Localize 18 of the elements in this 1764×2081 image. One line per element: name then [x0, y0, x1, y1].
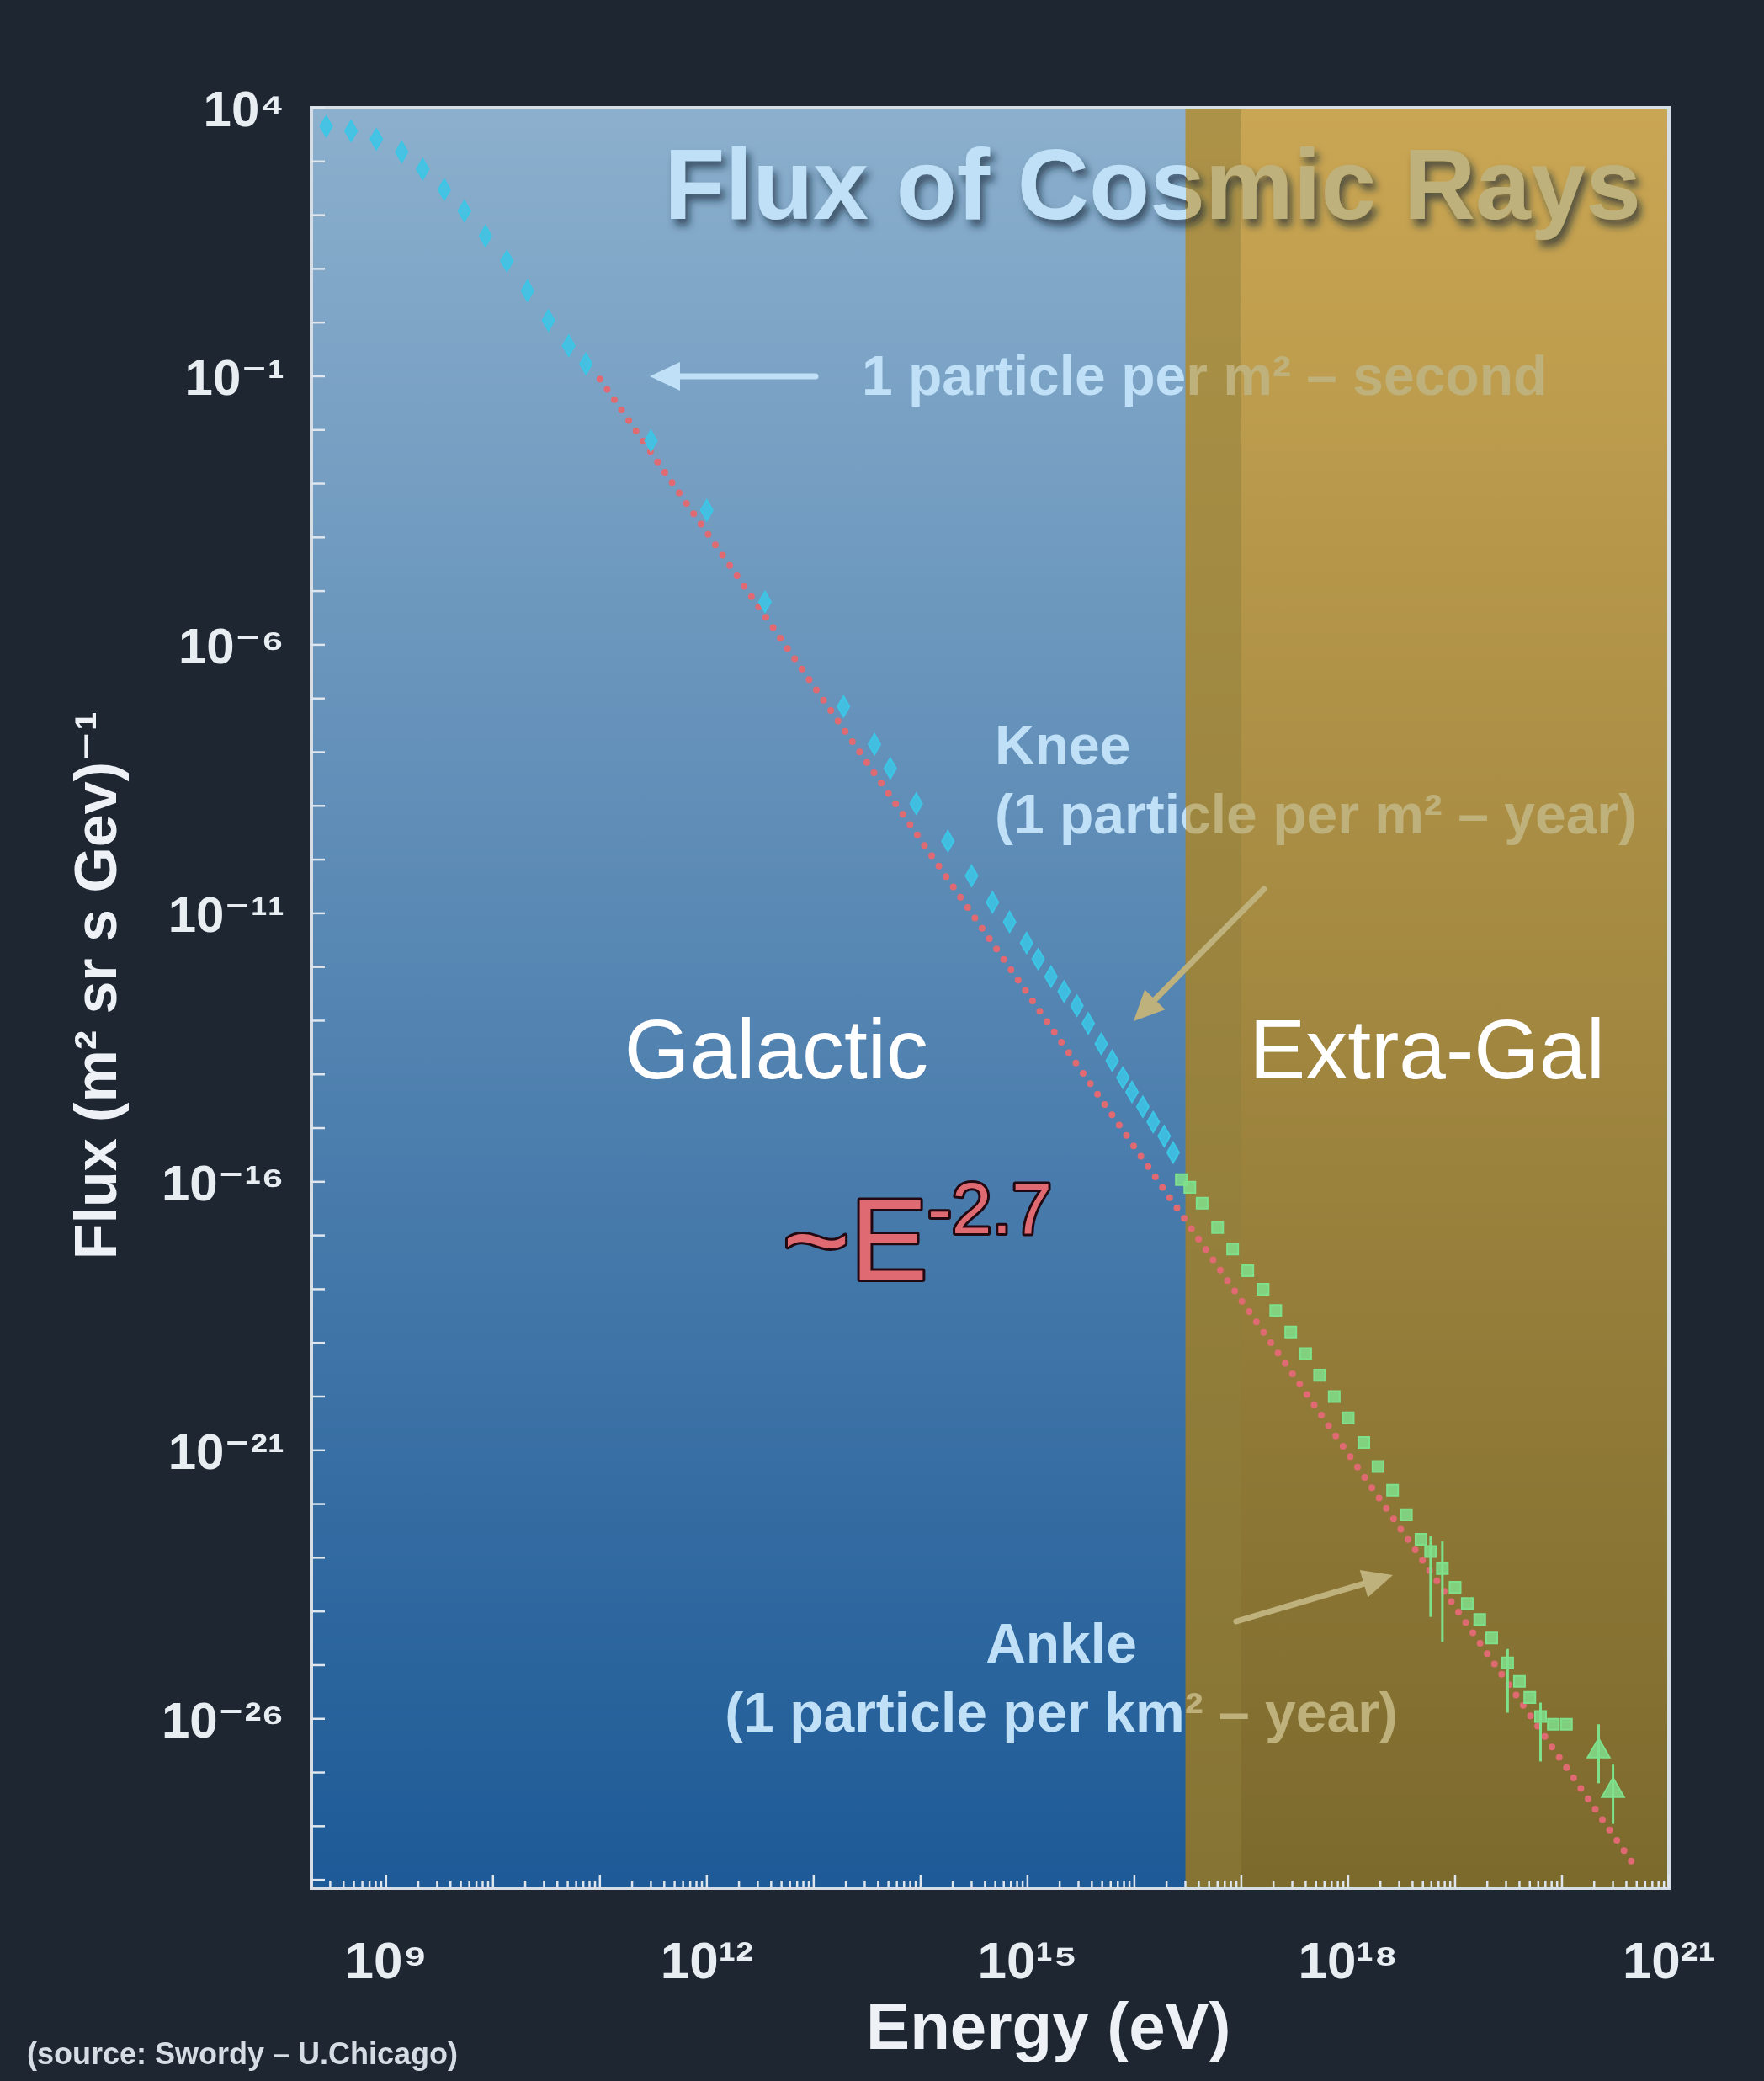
x-tick-label: 10⁹: [344, 1931, 428, 1989]
y-tick-label: 10⁻¹⁶: [161, 1154, 284, 1211]
band-label: Extra-Gal: [1249, 1001, 1605, 1096]
y-tick-label: 10⁻⁶: [178, 617, 284, 674]
y-tick-label: 10⁻²⁶: [161, 1691, 284, 1748]
y-tick-label: 10⁻²¹: [167, 1423, 284, 1480]
x-tick-label: 10²¹: [1622, 1931, 1716, 1989]
text: (source: Swordy – U.Chicago): [27, 2036, 459, 2071]
y-tick-label: 10⁻¹¹: [167, 886, 284, 943]
y-axis-title: Flux (m² sr s Gev)⁻¹: [63, 711, 129, 1260]
x-tick-label: 10¹⁸: [1298, 1931, 1399, 1989]
y-tick-label: 10⁴: [203, 81, 284, 137]
x-axis-title: Energy (eV): [866, 1989, 1231, 2063]
x-tick-label: 10¹²: [660, 1931, 753, 1989]
band-label: Galactic: [624, 1001, 929, 1096]
x-tick-label: 10¹⁵: [977, 1931, 1078, 1989]
y-tick-label: 10⁻¹: [184, 349, 284, 406]
series-label: ~E$^{-2.7}$: [782, 1168, 1052, 1304]
